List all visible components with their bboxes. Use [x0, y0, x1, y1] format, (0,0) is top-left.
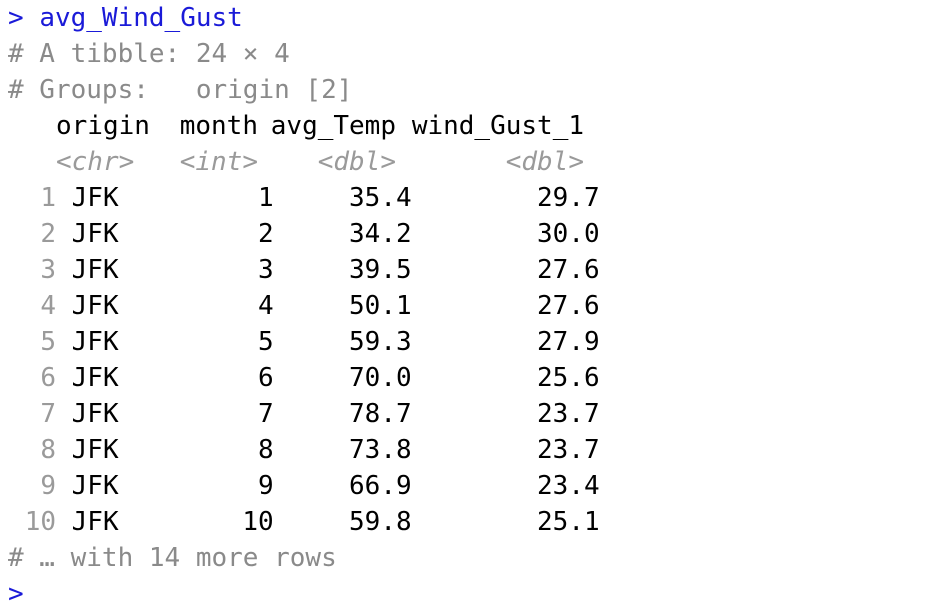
column-header-row: origin month avg_Temp wind_Gust_1: [8, 108, 928, 144]
cell-month: 5: [258, 327, 274, 357]
cell-origin: JFK: [71, 327, 119, 357]
table-row: 6 JFK 6 70.0 25.6: [8, 360, 928, 396]
table-row: 9 JFK 9 66.9 23.4: [8, 468, 928, 504]
row-number: 2: [40, 219, 56, 249]
cell-wind-gust: 23.7: [537, 399, 600, 429]
cell-avg-temp: 59.8: [349, 507, 412, 537]
command-text: avg_Wind_Gust: [39, 3, 243, 33]
cell-origin: JFK: [71, 471, 119, 501]
tibble-info: # A tibble: 24 × 4: [8, 39, 290, 69]
row-number: 5: [40, 327, 56, 357]
cell-wind-gust: 23.4: [537, 471, 600, 501]
cell-month: 10: [242, 507, 274, 537]
cell-origin: JFK: [71, 507, 119, 537]
cell-wind-gust: 25.1: [537, 507, 600, 537]
column-type: <dbl>: [317, 147, 396, 177]
table-row: 1 JFK 1 35.4 29.7: [8, 180, 928, 216]
cell-avg-temp: 50.1: [349, 291, 412, 321]
more-rows-footer: # … with 14 more rows: [8, 543, 337, 573]
cell-avg-temp: 73.8: [349, 435, 412, 465]
cell-wind-gust: 25.6: [537, 363, 600, 393]
table-row: 4 JFK 4 50.1 27.6: [8, 288, 928, 324]
cell-origin: JFK: [71, 291, 119, 321]
cell-avg-temp: 35.4: [349, 183, 412, 213]
cell-avg-temp: 59.3: [349, 327, 412, 357]
row-number: 10: [24, 507, 56, 537]
column-header: wind_Gust_1: [411, 111, 584, 141]
column-type: <chr>: [56, 147, 135, 177]
table-row: 10 JFK 10 59.8 25.1: [8, 504, 928, 540]
cell-origin: JFK: [71, 399, 119, 429]
cell-month: 2: [258, 219, 274, 249]
column-type-row: <chr> <int> <dbl> <dbl>: [8, 144, 928, 180]
cell-avg-temp: 70.0: [349, 363, 412, 393]
cell-avg-temp: 39.5: [349, 255, 412, 285]
prompt-symbol: >: [8, 3, 24, 33]
cell-avg-temp: 78.7: [349, 399, 412, 429]
cell-month: 4: [258, 291, 274, 321]
row-number: 7: [40, 399, 56, 429]
cell-wind-gust: 27.9: [537, 327, 600, 357]
cell-month: 1: [258, 183, 274, 213]
cell-avg-temp: 34.2: [349, 219, 412, 249]
table-row: 3 JFK 3 39.5 27.6: [8, 252, 928, 288]
row-number: 6: [40, 363, 56, 393]
row-number: 8: [40, 435, 56, 465]
cell-origin: JFK: [71, 183, 119, 213]
column-header: month: [179, 111, 258, 141]
cell-origin: JFK: [71, 219, 119, 249]
cell-month: 3: [258, 255, 274, 285]
cell-origin: JFK: [71, 435, 119, 465]
column-type: <dbl>: [505, 147, 584, 177]
cell-wind-gust: 27.6: [537, 255, 600, 285]
cell-month: 6: [258, 363, 274, 393]
cell-origin: JFK: [71, 363, 119, 393]
input-prompt-line[interactable]: >: [8, 576, 24, 612]
table-row: 8 JFK 8 73.8 23.7: [8, 432, 928, 468]
cell-month: 9: [258, 471, 274, 501]
cell-avg-temp: 66.9: [349, 471, 412, 501]
table-row: 5 JFK 5 59.3 27.9: [8, 324, 928, 360]
command-line: > avg_Wind_Gust: [8, 0, 928, 36]
cell-wind-gust: 30.0: [537, 219, 600, 249]
row-number: 3: [40, 255, 56, 285]
groups-info: # Groups: origin [2]: [8, 75, 353, 105]
column-header: origin: [56, 111, 150, 141]
column-type: <int>: [179, 147, 258, 177]
column-header: avg_Temp: [270, 111, 396, 141]
row-number: 9: [40, 471, 56, 501]
cell-origin: JFK: [71, 255, 119, 285]
cell-month: 7: [258, 399, 274, 429]
cell-wind-gust: 27.6: [537, 291, 600, 321]
cell-wind-gust: 23.7: [537, 435, 600, 465]
input-prompt-symbol: >: [8, 579, 24, 609]
r-console-output: > avg_Wind_Gust # A tibble: 24 × 4 # Gro…: [8, 0, 928, 576]
table-row: 2 JFK 2 34.2 30.0: [8, 216, 928, 252]
cell-wind-gust: 29.7: [537, 183, 600, 213]
row-number: 1: [40, 183, 56, 213]
cell-month: 8: [258, 435, 274, 465]
row-number: 4: [40, 291, 56, 321]
table-row: 7 JFK 7 78.7 23.7: [8, 396, 928, 432]
